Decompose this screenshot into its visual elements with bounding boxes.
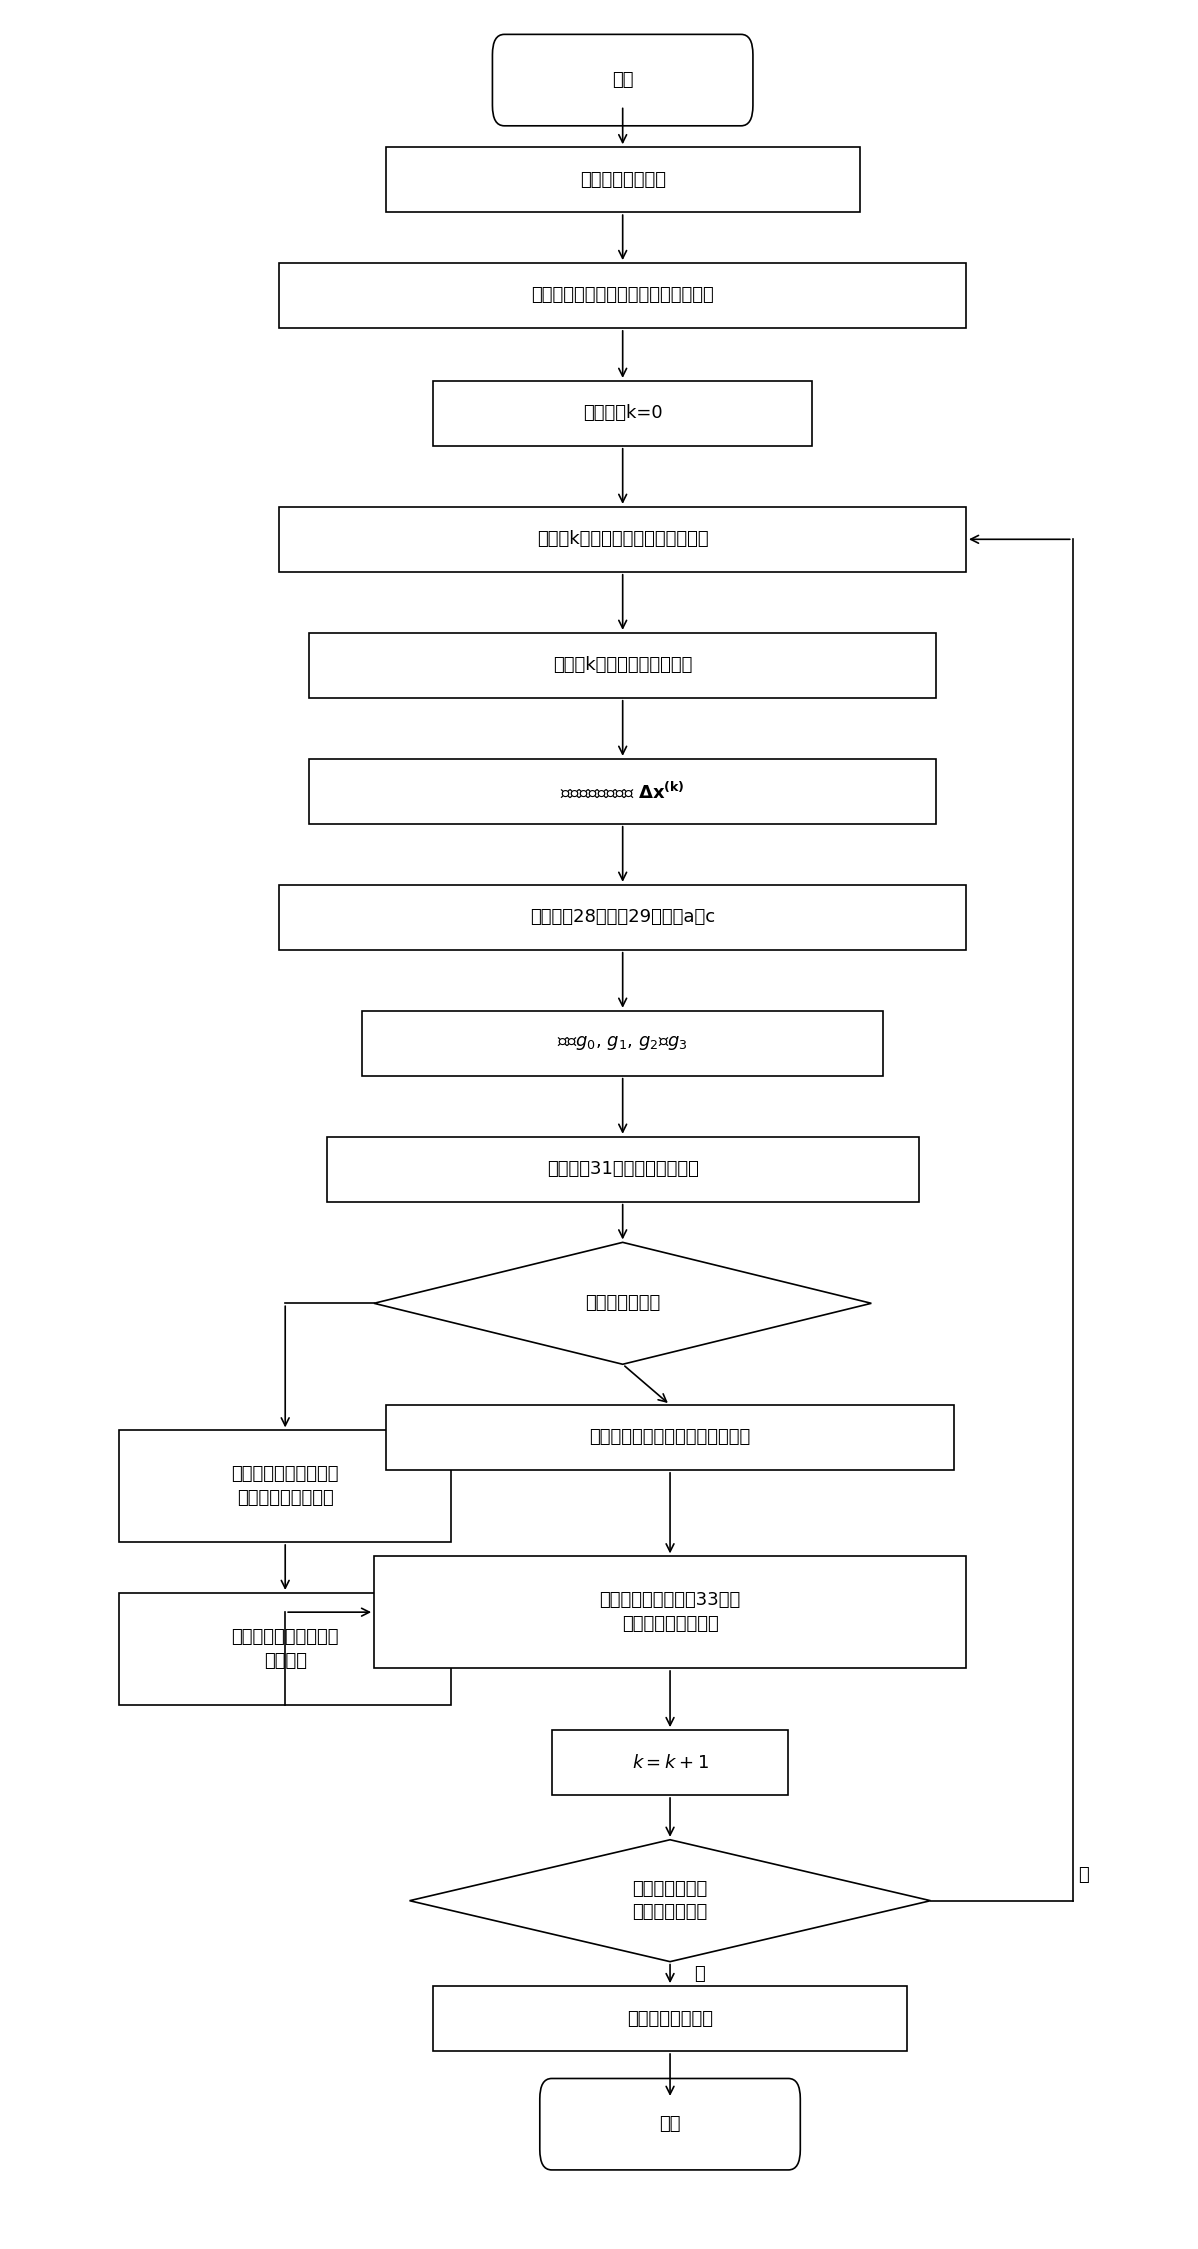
FancyBboxPatch shape (540, 2078, 800, 2170)
Text: 否: 否 (1078, 1867, 1089, 1885)
Polygon shape (410, 1840, 931, 1961)
Text: 求解修正方程得到 $\mathbf{\Delta x^{(k)}}$: 求解修正方程得到 $\mathbf{\Delta x^{(k)}}$ (561, 780, 685, 801)
FancyBboxPatch shape (492, 34, 752, 126)
Bar (279, 263, 966, 328)
Bar (386, 146, 859, 211)
Text: 目标函数最小值处得到
最优乘子: 目标函数最小值处得到 最优乘子 (231, 1628, 339, 1669)
Text: 求解式（31）的一元三次方程: 求解式（31）的一元三次方程 (546, 1160, 698, 1178)
Text: 设定频率与节点电压幅值和相角的初值: 设定频率与节点电压幅值和相角的初值 (531, 286, 714, 304)
Bar (279, 506, 966, 571)
Text: 形成第k次迭代的雅可比矩阵: 形成第k次迭代的雅可比矩阵 (553, 657, 692, 675)
Bar (120, 1430, 450, 1543)
Text: 计算$g_0$, $g_1$, $g_2$和$g_3$: 计算$g_0$, $g_1$, $g_2$和$g_3$ (557, 1035, 688, 1053)
Bar (551, 1729, 788, 1795)
Text: 迭代次数k=0: 迭代次数k=0 (583, 405, 662, 423)
Bar (374, 1556, 966, 1669)
Text: 将最优乘子代入式（33）计
算得到本次迭代结果: 将最优乘子代入式（33）计 算得到本次迭代结果 (599, 1592, 740, 1633)
Text: 是: 是 (694, 1966, 704, 1984)
Bar (434, 380, 812, 445)
Bar (386, 1406, 955, 1471)
Polygon shape (374, 1241, 871, 1365)
Text: 输出潮流计算结果: 输出潮流计算结果 (627, 2011, 713, 2029)
Bar (362, 1010, 883, 1075)
Text: 计算第k次迭代的节点功率不平衡量: 计算第k次迭代的节点功率不平衡量 (537, 531, 708, 549)
Text: 开始: 开始 (612, 72, 634, 90)
Text: 只有一个实根，实根即为最优乘子: 只有一个实根，实根即为最优乘子 (589, 1428, 751, 1446)
Text: 结束: 结束 (659, 2116, 680, 2134)
Bar (434, 1986, 907, 2051)
Text: 形成节点导纳矩阵: 形成节点导纳矩阵 (580, 171, 666, 189)
Text: 方程实根个数？: 方程实根个数？ (585, 1295, 660, 1313)
Text: $k=k+1$: $k=k+1$ (631, 1754, 708, 1772)
Text: 根据式（28）和（29）计算a和c: 根据式（28）和（29）计算a和c (531, 909, 715, 927)
Text: 有三个实根，分别计算
其对应的目标函数值: 有三个实根，分别计算 其对应的目标函数值 (231, 1466, 339, 1507)
Bar (327, 1136, 919, 1201)
Text: 功率失配量是否
满足精度要求？: 功率失配量是否 满足精度要求？ (633, 1880, 708, 1921)
Bar (279, 884, 966, 949)
Bar (309, 632, 937, 697)
Bar (309, 758, 937, 823)
Bar (120, 1592, 450, 1705)
